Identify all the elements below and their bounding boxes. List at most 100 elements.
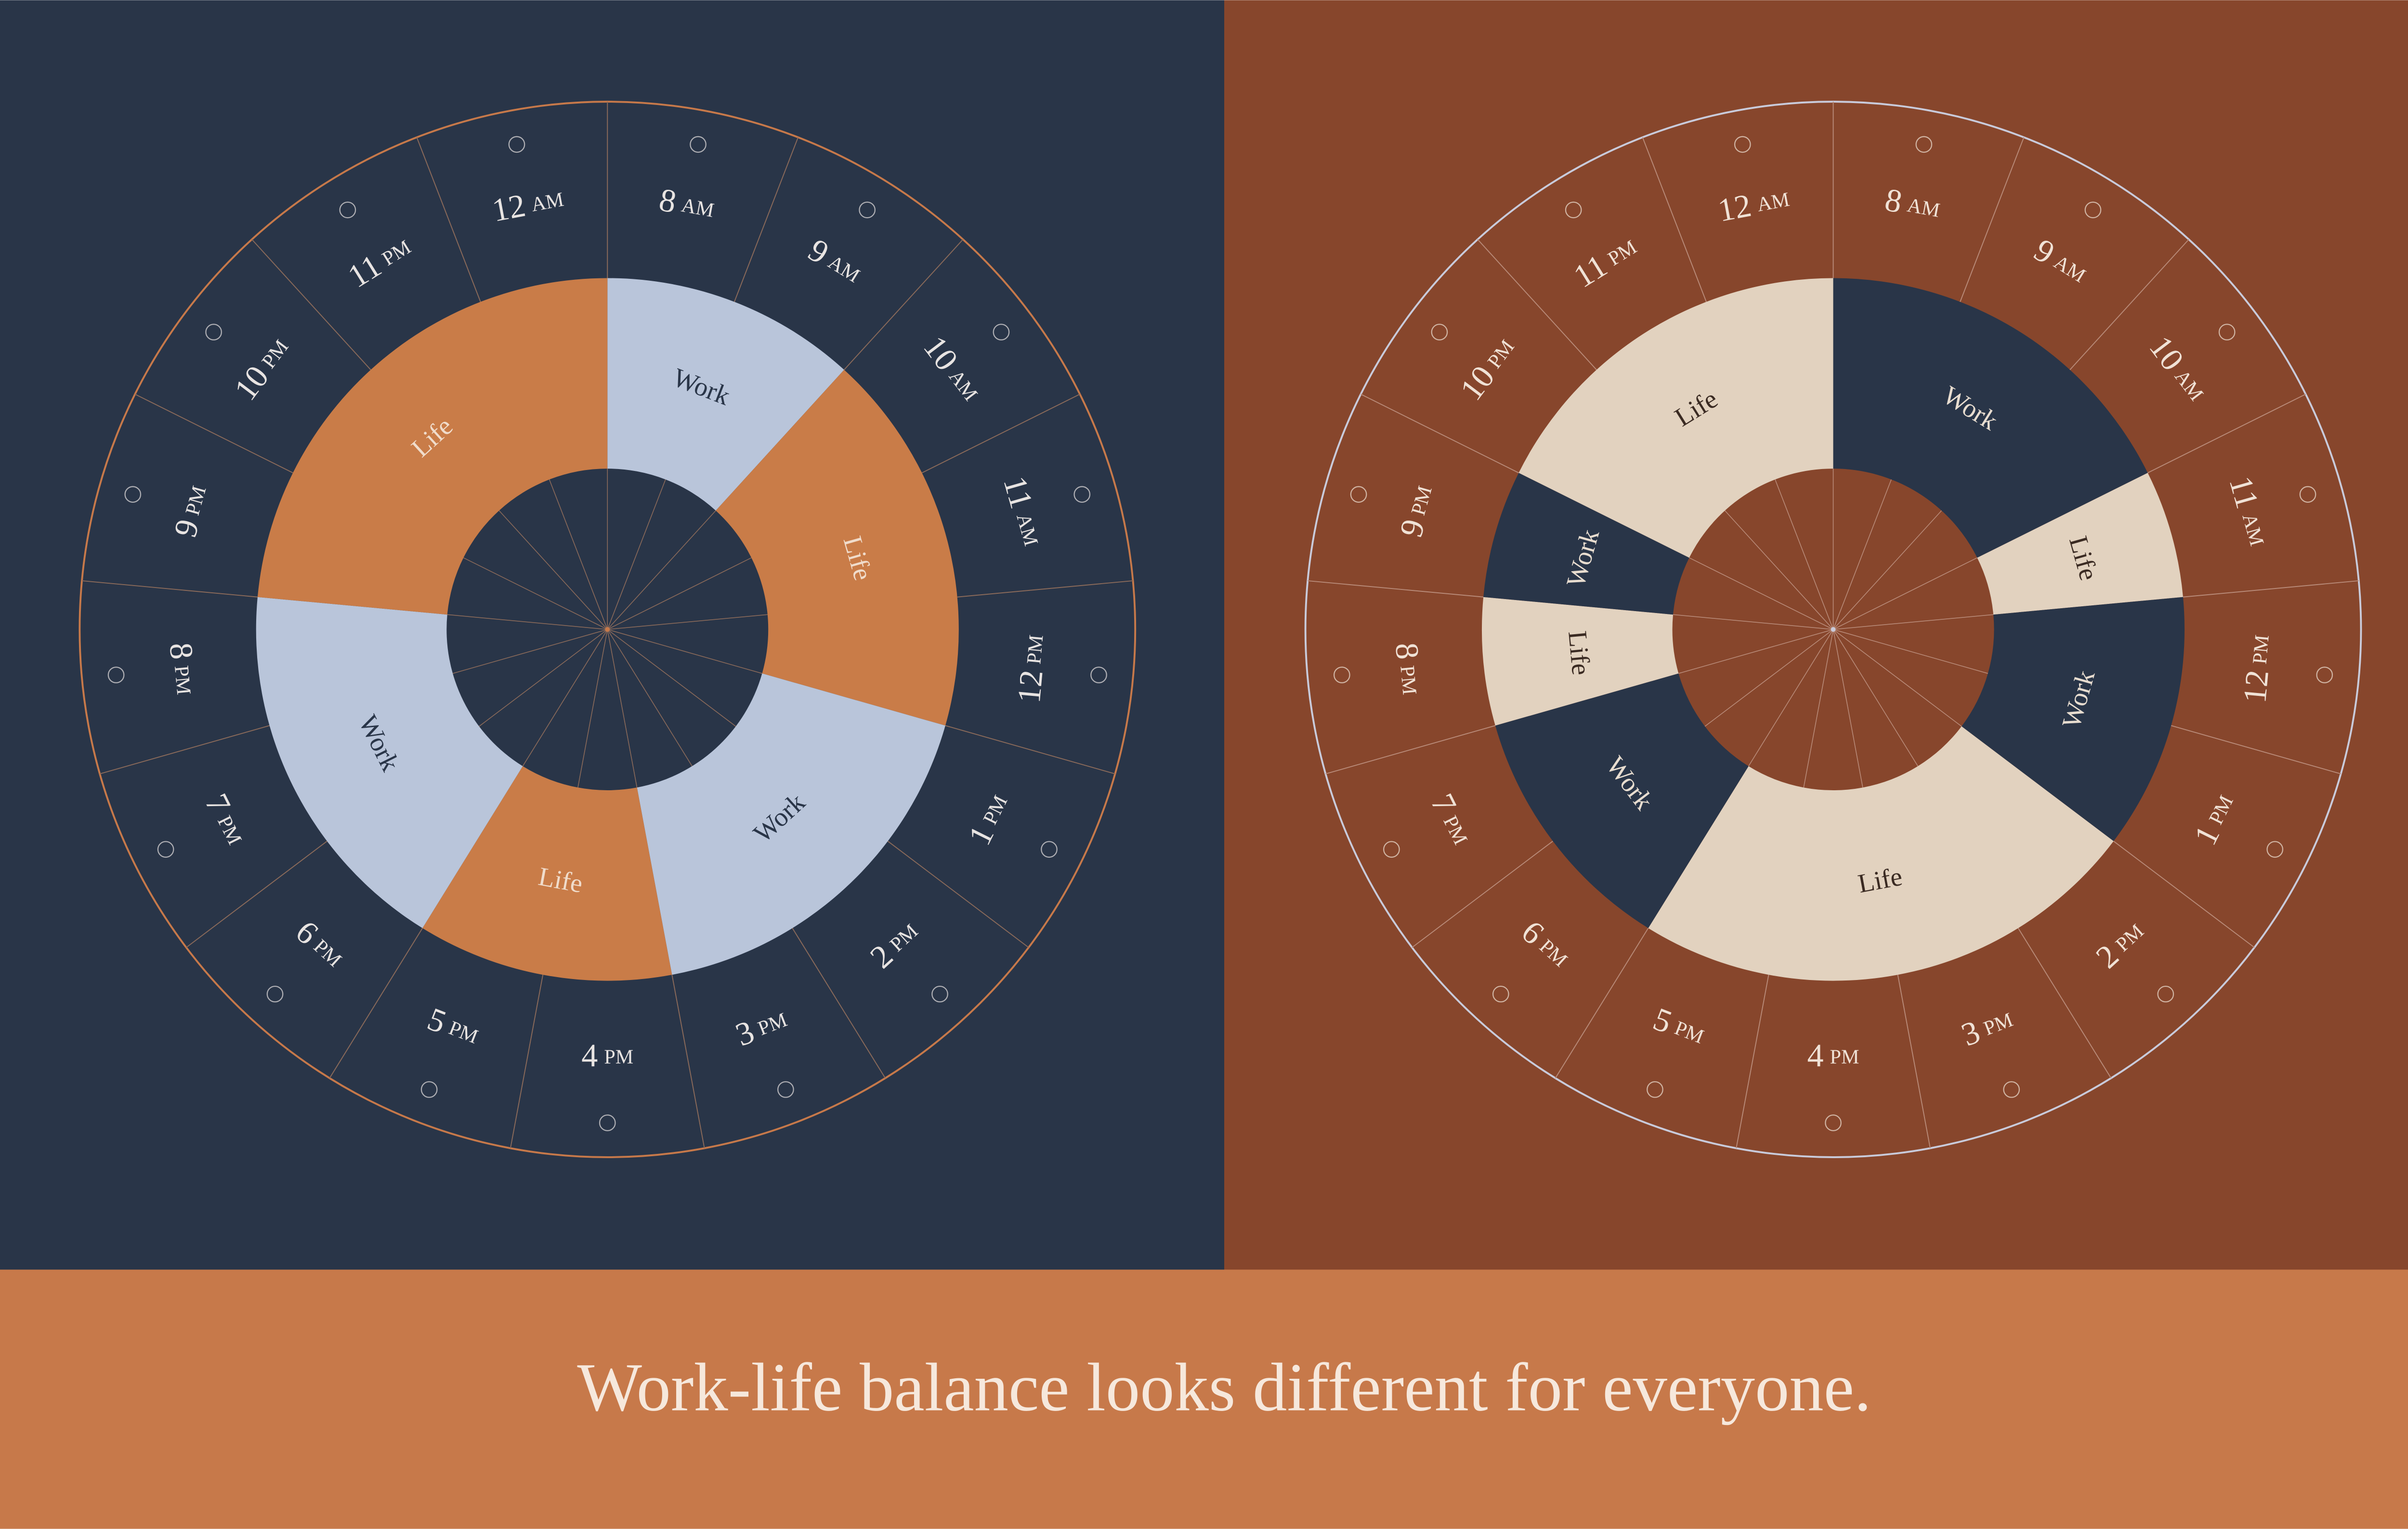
center-spoke [1689,557,1833,630]
hour-icon [690,136,707,153]
sector-line [945,725,1115,774]
center-spoke [498,510,608,630]
center-spoke [1678,629,1833,674]
caption-band [0,1269,2408,1529]
hour-label: 12 AM [1715,179,1792,228]
sector-line [957,580,1133,598]
sector-line [134,393,293,473]
hour-icon [1647,1081,1663,1098]
hour-icon [1350,486,1367,503]
hour-icon [2084,201,2102,219]
hour-icon [1825,1114,1842,1131]
segment [256,597,523,928]
hour-icon [420,1081,438,1098]
hour-icon [1090,666,1107,683]
center-spoke [1673,614,1833,630]
center-spoke [1775,479,1834,630]
sector-line [251,239,371,370]
sector-line [1325,725,1496,774]
hour-period: PM [604,1045,633,1068]
hour-icon [599,1114,616,1131]
hour-label: 8 PM [163,641,204,696]
center-spoke [1833,629,1962,727]
sector-line [792,928,886,1079]
sector-line [1897,974,1931,1149]
center-spoke [452,629,608,674]
hour-number: 12 [1715,186,1754,228]
hour-icon [1915,136,1933,153]
hour-period: PM [170,665,195,696]
right-panel [1224,0,2408,1273]
hour-number: 8 [1388,641,1426,661]
center-spoke [1748,629,1834,767]
hour-icon [1734,136,1751,153]
hour-icon [266,985,284,1003]
hour-label: 4 PM [1807,1037,1859,1073]
sector-line [2069,239,2189,370]
hour-icon [2218,324,2236,340]
hour-icon [508,136,525,153]
hour-period: PM [1022,634,1047,665]
segment [716,369,959,726]
segment [1483,472,1689,615]
segment [422,766,672,981]
sector-line [99,725,270,774]
center-spoke [549,479,608,630]
segment [607,278,844,511]
hour-icon [2003,1081,2020,1098]
sector-line [2171,725,2341,774]
sector-line [1736,974,1769,1149]
hour-icon [777,1081,794,1098]
hour-icon [107,666,125,683]
segment [1833,278,2148,558]
center-spoke [463,557,608,630]
center-dot [1831,627,1836,632]
center-spoke [607,614,768,630]
hour-icon [205,324,222,340]
hour-label: 4 PM [581,1037,633,1073]
sector-line [186,840,327,948]
sector-line [1477,239,1597,370]
sector-line [1361,393,1519,473]
sector-line [2017,928,2112,1079]
hour-number: 8 [163,641,201,661]
hour-icon [931,985,948,1003]
center-spoke [1832,629,1919,767]
center-spoke [1803,629,1834,788]
center-spoke [1832,629,1863,788]
sector-line [1642,137,1707,302]
hour-number: 4 [581,1037,598,1073]
center-spoke [577,629,608,788]
center-spoke [1833,629,1988,674]
segment [637,673,945,975]
sector-line [329,928,423,1079]
hour-label: 12 PM [1010,633,1053,704]
sector-line [510,974,544,1149]
hour-label: 12 PM [2236,633,2279,704]
hour-icon [1492,985,1509,1003]
hour-number: 12 [489,186,528,228]
hour-label: 8 AM [1882,181,1943,227]
sector-line [2147,393,2306,473]
center-spoke [447,614,608,630]
hour-icon [2299,486,2316,503]
hour-icon [1073,486,1091,503]
sector-line [2183,580,2359,598]
hour-number: 4 [1807,1037,1824,1073]
segment [1962,597,2185,841]
hour-icon [1041,841,1058,858]
segment-label: Life [1563,629,1596,676]
hour-period: PM [2248,634,2273,665]
segment [1518,278,1833,558]
hour-icon [1431,324,1448,340]
hour-icon [2316,666,2333,683]
center-spoke [607,479,666,630]
sector-line [844,239,964,370]
caption: Work-life balance looks different for ev… [577,1349,1871,1425]
center-spoke [607,629,638,788]
center-spoke [607,629,736,727]
segment [257,278,608,615]
